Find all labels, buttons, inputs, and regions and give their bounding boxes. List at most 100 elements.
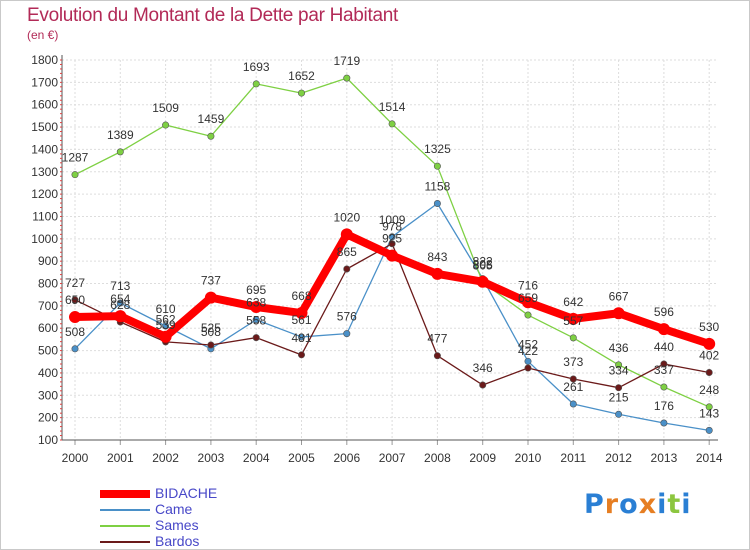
- legend-label: Bardos: [155, 533, 200, 549]
- data-label-bardos: 727: [65, 276, 85, 290]
- data-point-bardos: [71, 296, 79, 304]
- data-label-bardos: 865: [337, 245, 357, 259]
- y-tick-label: 300: [38, 388, 58, 402]
- data-label-came: 215: [609, 390, 629, 404]
- data-point-bidache: [69, 311, 81, 324]
- data-label-bardos: 440: [654, 340, 674, 354]
- data-point-sames: [433, 162, 441, 170]
- logo-letter: t: [667, 489, 682, 520]
- data-label-sames: 1652: [288, 69, 315, 83]
- data-point-bidache: [295, 307, 308, 320]
- data-label-bardos: 346: [473, 361, 493, 375]
- data-point-came: [71, 345, 79, 353]
- y-tick-label: 400: [38, 366, 58, 380]
- data-label-came: 1009: [379, 213, 406, 227]
- data-label-bardos: 978: [382, 220, 402, 234]
- data-label-bidache: 737: [201, 274, 221, 288]
- data-point-bardos: [615, 384, 623, 392]
- data-label-bardos: 477: [427, 332, 447, 346]
- y-tick-label: 1200: [31, 187, 58, 201]
- legend: BIDACHE Came Sames Bardos: [100, 485, 300, 550]
- data-point-came: [705, 426, 713, 434]
- data-point-bardos: [569, 375, 577, 383]
- data-label-came: 576: [337, 310, 357, 324]
- data-point-came: [162, 322, 170, 330]
- data-point-sames: [162, 121, 170, 129]
- data-label-sames: 1389: [107, 128, 134, 142]
- data-point-bidache: [159, 330, 172, 343]
- proxiti-logo: Proxiti: [584, 489, 692, 520]
- legend-swatch: [100, 541, 150, 543]
- data-label-bardos: 422: [518, 344, 538, 358]
- axes: 100 200 300 400 500 600 700 800 900 1000 1100 1200 1…: [31, 53, 723, 465]
- legend-item-bidache: BIDACHE: [100, 485, 300, 502]
- y-tick-label: 200: [38, 411, 58, 425]
- y-tick-label: 600: [38, 321, 58, 335]
- data-point-came: [524, 357, 532, 365]
- data-label-bidache: 808: [473, 258, 493, 272]
- y-tick-label: 1400: [31, 142, 58, 156]
- data-label-came: 452: [518, 337, 538, 351]
- data-label-came: 610: [156, 302, 176, 316]
- x-tick-label: 2003: [198, 451, 225, 465]
- data-point-sames: [116, 148, 124, 156]
- data-point-came: [116, 299, 124, 307]
- y-tick-label: 500: [38, 344, 58, 358]
- data-label-bidache: 925: [382, 232, 402, 246]
- data-label-bidache: 716: [518, 278, 538, 292]
- data-label-sames: 1514: [379, 100, 406, 114]
- legend-item-bardos: Bardos: [100, 533, 300, 550]
- x-tick-label: 2012: [605, 451, 632, 465]
- data-label-bidache: 668: [291, 289, 311, 303]
- y-tick-label: 1500: [31, 120, 58, 134]
- data-point-bardos: [524, 364, 532, 372]
- data-label-bidache: 667: [609, 289, 629, 303]
- data-label-sames: 1325: [424, 142, 451, 156]
- x-tick-label: 2014: [696, 451, 723, 465]
- data-label-bardos: 402: [699, 348, 719, 362]
- data-point-came: [252, 316, 260, 324]
- data-point-bidache: [657, 323, 670, 336]
- data-label-sames: 805: [473, 258, 493, 272]
- x-tick-label: 2007: [379, 451, 406, 465]
- data-point-sames: [252, 80, 260, 88]
- data-label-bardos: 373: [563, 355, 583, 369]
- data-point-bidache: [431, 267, 444, 280]
- legend-label: Sames: [155, 517, 199, 533]
- data-label-bidache: 562: [156, 313, 176, 327]
- data-point-bardos: [705, 368, 713, 376]
- data-point-bidache: [703, 337, 716, 350]
- data-label-came: 508: [65, 325, 85, 339]
- data-point-sames: [705, 403, 713, 411]
- data-point-sames: [71, 171, 79, 179]
- data-point-sames: [207, 132, 215, 140]
- logo-letter: x: [638, 489, 658, 520]
- data-label-bidache: 695: [246, 283, 266, 297]
- data-label-bidache: 654: [110, 292, 130, 306]
- data-label-bidache: 596: [654, 305, 674, 319]
- legend-swatch: [100, 509, 150, 511]
- y-tick-label: 1700: [31, 75, 58, 89]
- data-label-bardos: 481: [291, 331, 311, 345]
- y-tick-label: 1300: [31, 165, 58, 179]
- data-point-bidache: [204, 291, 217, 304]
- data-label-sames: 337: [654, 363, 674, 377]
- y-tick-label: 100: [38, 433, 58, 447]
- data-point-came: [615, 410, 623, 418]
- y-tick-label: 1000: [31, 232, 58, 246]
- data-point-bidache: [522, 296, 534, 309]
- logo-letter: i: [657, 489, 668, 520]
- data-point-came: [660, 419, 668, 427]
- series-lines: [69, 74, 716, 434]
- x-tick-label: 2008: [424, 451, 451, 465]
- legend-item-came: Came: [100, 501, 300, 518]
- legend-label: BIDACHE: [155, 485, 218, 501]
- data-point-bidache: [567, 312, 580, 325]
- data-label-bidache: 1020: [333, 210, 360, 224]
- data-point-came: [433, 200, 441, 208]
- data-point-bidache: [114, 310, 127, 323]
- data-label-sames: 1693: [243, 60, 270, 74]
- data-label-sames: 1287: [62, 151, 89, 165]
- legend-label: Came: [155, 501, 193, 517]
